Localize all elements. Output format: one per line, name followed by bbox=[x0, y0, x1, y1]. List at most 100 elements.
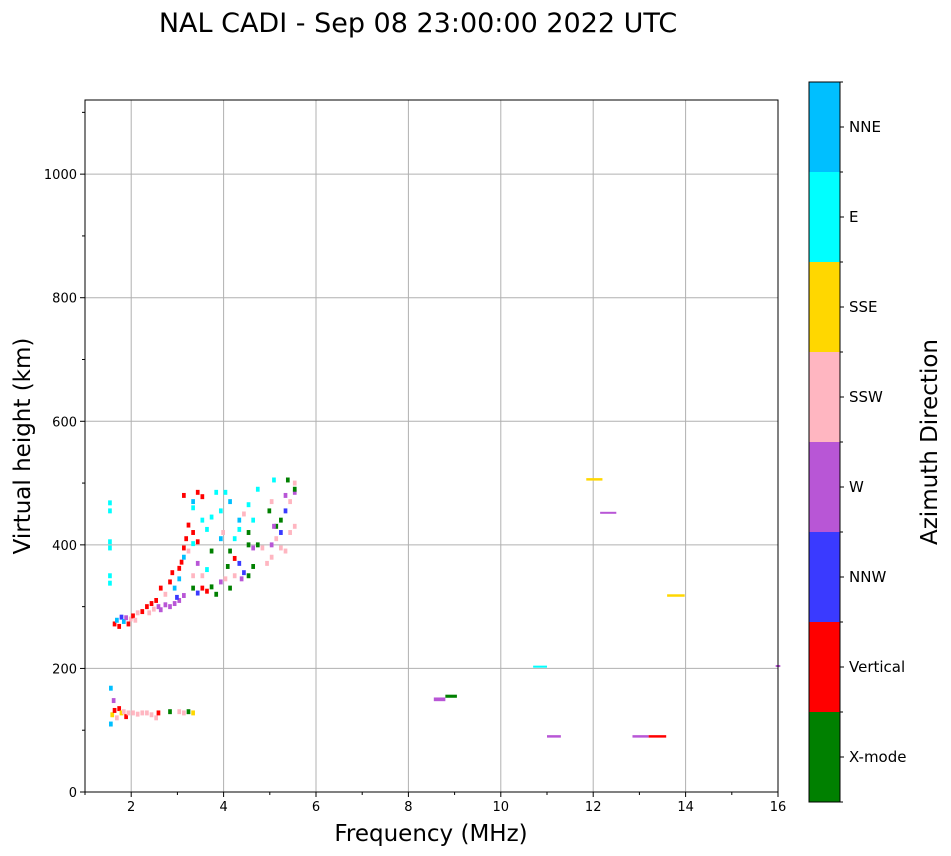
data-point-ssw bbox=[121, 709, 126, 715]
data-point-e bbox=[191, 505, 195, 511]
colorbar-swatch bbox=[809, 712, 840, 802]
data-point-ssw bbox=[163, 591, 168, 597]
data-point-nne bbox=[237, 517, 242, 523]
data-point-ssw bbox=[154, 715, 158, 721]
data-point-vertical bbox=[205, 588, 209, 594]
data-point-x-mode bbox=[274, 523, 279, 529]
data-point-w bbox=[182, 593, 186, 598]
grid-lines bbox=[85, 100, 779, 793]
x-tick-label: 12 bbox=[585, 800, 602, 815]
y-tick-label: 200 bbox=[52, 662, 77, 677]
colorbar-swatch bbox=[809, 532, 840, 622]
data-point-x-mode bbox=[168, 709, 172, 715]
data-point-x-mode bbox=[191, 585, 195, 591]
data-point-e bbox=[108, 580, 112, 586]
data-point-vertical bbox=[117, 706, 122, 712]
colorbar-swatch bbox=[809, 172, 840, 262]
data-point-w bbox=[433, 697, 446, 702]
data-point-x-mode bbox=[228, 548, 232, 554]
data-point-w bbox=[156, 604, 161, 610]
data-point-nne bbox=[191, 499, 195, 505]
data-point-vertical bbox=[149, 601, 154, 607]
data-point-w bbox=[124, 615, 128, 621]
data-point-x-mode bbox=[209, 584, 214, 590]
data-points bbox=[108, 477, 781, 738]
data-point-w bbox=[600, 511, 617, 514]
data-point-x-mode bbox=[251, 564, 256, 569]
data-point-sse bbox=[667, 594, 685, 597]
data-point-nne bbox=[228, 499, 232, 505]
y-axis-label: Virtual height (km) bbox=[10, 338, 36, 555]
data-point-vertical bbox=[200, 494, 205, 500]
colorbar-tick-label: Vertical bbox=[849, 658, 905, 676]
data-point-vertical bbox=[648, 735, 667, 738]
data-point-vertical bbox=[112, 707, 117, 713]
x-tick-label: 4 bbox=[219, 800, 227, 815]
data-point-x-mode bbox=[279, 517, 283, 523]
colorbar-frame bbox=[808, 81, 841, 803]
data-point-x-mode bbox=[228, 585, 232, 591]
data-point-ssw bbox=[279, 545, 283, 551]
data-point-vertical bbox=[177, 565, 182, 571]
data-point-e bbox=[237, 526, 242, 532]
colorbar-swatch bbox=[809, 352, 840, 442]
data-point-e bbox=[108, 508, 112, 514]
data-point-e bbox=[223, 489, 228, 495]
x-tick-label: 2 bbox=[127, 800, 135, 815]
data-point-e bbox=[108, 545, 112, 551]
data-point-nnw bbox=[119, 614, 124, 620]
data-point-ssw bbox=[223, 576, 228, 582]
data-point-vertical bbox=[184, 536, 189, 542]
data-point-ssw bbox=[292, 480, 297, 486]
colorbar-tick-label: E bbox=[849, 208, 858, 226]
data-point-vertical bbox=[168, 579, 172, 585]
data-point-vertical bbox=[191, 530, 195, 535]
data-point-vertical bbox=[195, 489, 200, 495]
data-point-w bbox=[283, 492, 288, 498]
data-point-ssw bbox=[115, 715, 119, 721]
data-point-x-mode bbox=[209, 548, 214, 554]
data-point-ssw bbox=[177, 709, 182, 715]
data-point-nnw bbox=[175, 594, 179, 600]
data-point-nne bbox=[177, 576, 182, 582]
data-point-ssw bbox=[135, 610, 140, 616]
data-point-x-mode bbox=[214, 591, 219, 597]
data-point-ssw bbox=[274, 536, 279, 542]
data-point-ssw bbox=[265, 560, 269, 566]
data-point-e bbox=[218, 508, 223, 514]
y-tick-label: 600 bbox=[52, 415, 77, 430]
data-point-nnw bbox=[242, 570, 246, 576]
colorbar-tick-label: NNE bbox=[849, 118, 881, 136]
data-point-ssw bbox=[145, 710, 149, 716]
data-point-vertical bbox=[145, 604, 149, 610]
data-point-vertical bbox=[140, 609, 145, 615]
data-point-vertical bbox=[186, 522, 191, 528]
data-point-vertical bbox=[124, 714, 128, 720]
data-point-ssw bbox=[182, 710, 186, 716]
colorbar-tick-label: W bbox=[849, 478, 864, 496]
colorbar-swatch bbox=[809, 622, 840, 712]
data-point-ssw bbox=[292, 523, 297, 529]
data-point-nne bbox=[121, 619, 126, 624]
colorbar-swatch bbox=[809, 262, 840, 352]
y-tick-label: 800 bbox=[52, 292, 77, 307]
data-point-sse bbox=[586, 478, 603, 481]
data-point-e bbox=[205, 567, 209, 573]
colorbar-tick-label: X-mode bbox=[849, 748, 906, 766]
data-point-nnw bbox=[195, 590, 200, 596]
data-point-sse bbox=[191, 710, 195, 716]
data-point-sse bbox=[110, 712, 115, 718]
x-axis-label: Frequency (MHz) bbox=[334, 821, 527, 847]
data-point-ssw bbox=[133, 617, 138, 623]
data-point-e bbox=[251, 517, 256, 523]
data-point-x-mode bbox=[255, 542, 260, 548]
data-point-w bbox=[269, 542, 274, 548]
data-point-w bbox=[632, 735, 649, 738]
data-point-ssw bbox=[147, 610, 152, 616]
data-point-ssw bbox=[260, 545, 265, 551]
data-point-w bbox=[292, 489, 297, 495]
data-point-w bbox=[218, 579, 223, 585]
colorbar-swatch bbox=[809, 82, 840, 172]
